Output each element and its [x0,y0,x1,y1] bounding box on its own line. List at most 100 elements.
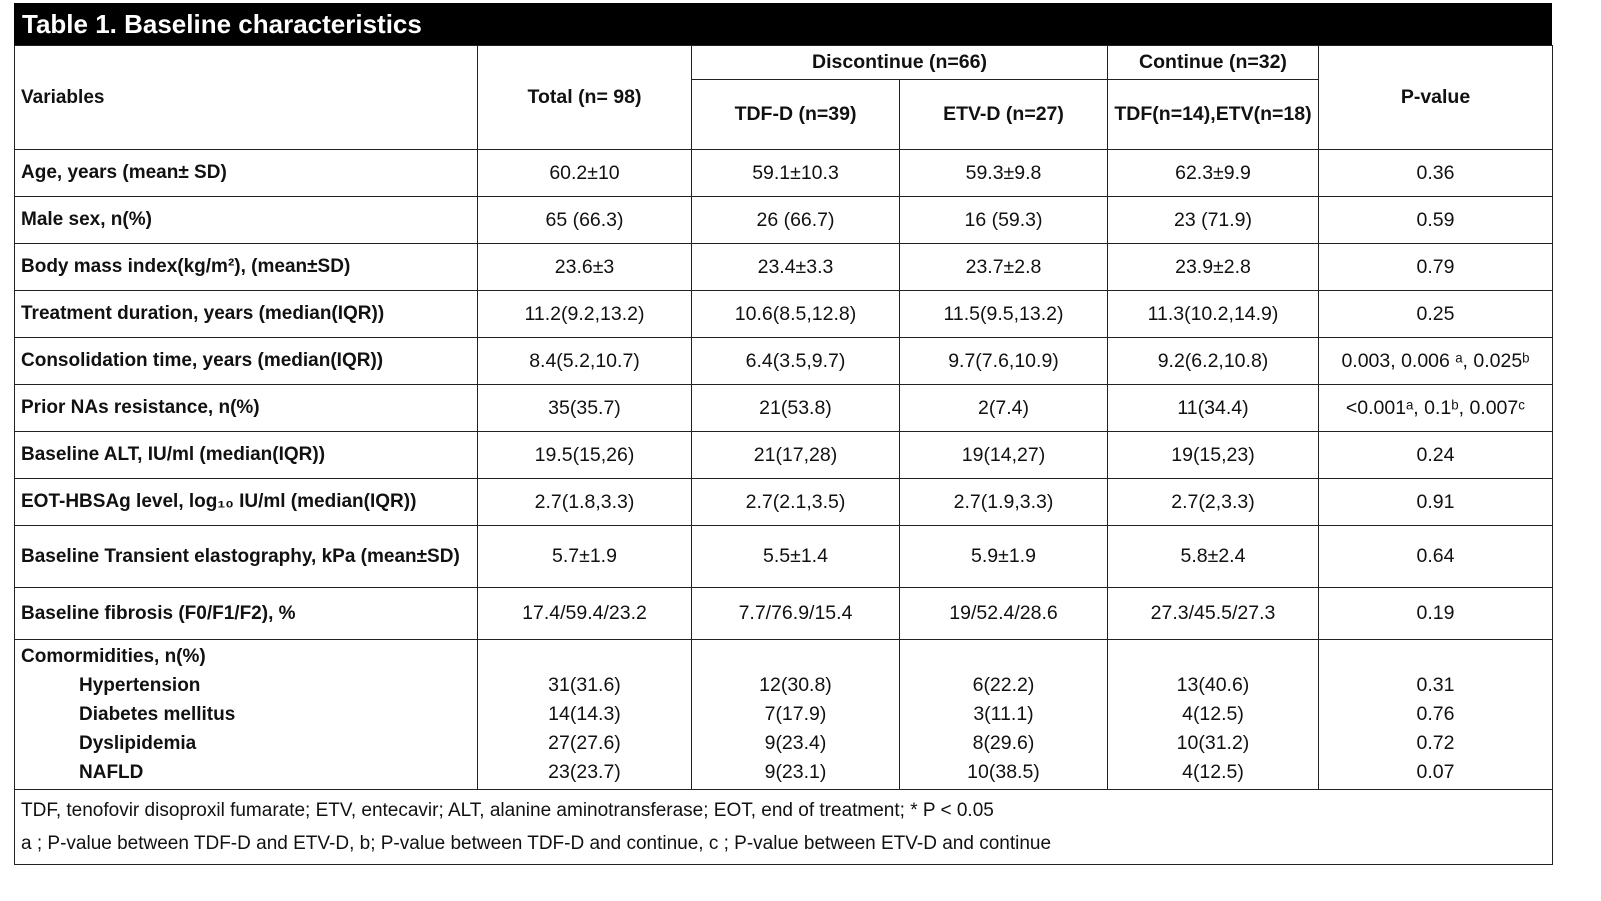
data-cell: 0.91 [1318,478,1553,526]
data-cell: 5.5±1.4 [691,525,900,588]
row-label: Comormidities, n(%) Hypertension Diabetes … [14,639,478,790]
data-cell: 19.5(15,26) [477,431,692,479]
data-cell: 13(40.6) 4(12.5) 10(31.2) 4(12.5) [1107,639,1319,790]
data-cell: 6(22.2) 3(11.1) 8(29.6) 10(38.5) [899,639,1108,790]
data-cell: 0.31 0.76 0.72 0.07 [1318,639,1553,790]
row-label: Age, years (mean± SD) [14,149,478,197]
data-value: 3(11.1) [973,703,1034,725]
sub-label: Diabetes mellitus [79,704,236,725]
data-cell: 2.7(2.1,3.5) [691,478,900,526]
spacer [1114,642,1312,671]
data-cell: 9.2(6.2,10.8) [1107,337,1319,385]
footnote: a ; P-value between TDF-D and ETV-D, b; … [21,833,1052,854]
data-cell: 23 (71.9) [1107,196,1319,244]
data-cell: 59.1±10.3 [691,149,900,197]
header-cell: ETV-D (n=27) [899,79,1108,150]
data-cell: 0.79 [1318,243,1553,291]
row-label: EOT-HBSAg level, log₁₀ IU/ml (median(IQR… [14,478,478,526]
header-cell: TDF-D (n=39) [691,79,900,150]
data-value: 31(31.6) [548,674,621,696]
header-cell: Total (n= 98) [477,45,692,150]
data-value: 0.07 [1416,761,1455,783]
header-cell: P-value [1318,45,1553,150]
data-cell: 0.25 [1318,290,1553,338]
data-cell: 9.7(7.6,10.9) [899,337,1108,385]
data-cell: 2.7(1.9,3.3) [899,478,1108,526]
data-cell: 0.19 [1318,587,1553,640]
data-cell: 60.2±10 [477,149,692,197]
data-cell: 7.7/76.9/15.4 [691,587,900,640]
row-label: Treatment duration, years (median(IQR)) [14,290,478,338]
data-value: 0.72 [1416,732,1455,754]
data-value: 9(23.1) [764,761,827,783]
spacer [906,642,1101,671]
data-cell: 31(31.6) 14(14.3) 27(27.6) 23(23.7) [477,639,692,790]
table-row: Age, years (mean± SD) 60.2±10 59.1±10.3 59.… [14,149,1553,197]
data-value: 7(17.9) [764,703,827,725]
data-value: 6(22.2) [972,674,1035,696]
data-value: 4(12.5) [1182,703,1244,725]
group-label: Comormidities, n(%) [21,646,206,667]
table-row: Baseline ALT, IU/ml (median(IQR)) 19.5(15… [14,431,1553,479]
table-row: EOT-HBSAg level, log₁₀ IU/ml (median(IQR… [14,478,1553,526]
data-value: 9(23.4) [764,732,827,754]
data-cell: 2(7.4) [899,384,1108,432]
data-cell: 2.7(2,3.3) [1107,478,1319,526]
data-value: 10(38.5) [967,761,1040,783]
data-cell: 11.2(9.2,13.2) [477,290,692,338]
row-label: Consolidation time, years (median(IQR)) [14,337,478,385]
table: Variables Total (n= 98) Discontinue (n=6… [14,45,1553,865]
data-cell: 5.9±1.9 [899,525,1108,588]
data-cell: 26 (66.7) [691,196,900,244]
data-cell: 0.24 [1318,431,1553,479]
footnote-cell: TDF, tenofovir disoproxil fumarate; ETV,… [14,789,1553,865]
data-cell: 0.59 [1318,196,1553,244]
data-value: 8(29.6) [972,732,1035,754]
data-value: 12(30.8) [759,674,832,696]
row-label: Prior NAs resistance, n(%) [14,384,478,432]
data-cell: 23.6±3 [477,243,692,291]
data-value: 13(40.6) [1176,674,1250,696]
sub-label: NAFLD [79,762,144,783]
row-label: Baseline ALT, IU/ml (median(IQR)) [14,431,478,479]
data-cell: 59.3±9.8 [899,149,1108,197]
data-cell: 10.6(8.5,12.8) [691,290,900,338]
data-value: 0.76 [1416,703,1455,725]
data-cell: 23.7±2.8 [899,243,1108,291]
data-cell: 0.36 [1318,149,1553,197]
data-cell: 23.4±3.3 [691,243,900,291]
data-cell: 8.4(5.2,10.7) [477,337,692,385]
data-cell: 23.9±2.8 [1107,243,1319,291]
row-label: Body mass index(kg/m²), (mean±SD) [14,243,478,291]
header-cell: Continue (n=32) [1107,45,1319,80]
data-value: 14(14.3) [548,703,621,725]
data-value: 10(31.2) [1176,732,1250,754]
table-row: Male sex, n(%) 65 (66.3) 26 (66.7) 16 (59.3… [14,196,1553,244]
spacer [484,642,685,671]
data-cell: 62.3±9.9 [1107,149,1319,197]
data-cell: 19/52.4/28.6 [899,587,1108,640]
sub-label: Hypertension [79,675,201,696]
data-cell: 35(35.7) [477,384,692,432]
data-cell: 0.003, 0.006 ᵃ, 0.025ᵇ [1318,337,1553,385]
data-value: 23(23.7) [548,761,621,783]
data-value: 27(27.6) [548,732,621,754]
sub-label: Dyslipidemia [79,733,197,754]
data-cell: 21(53.8) [691,384,900,432]
row-label: Male sex, n(%) [14,196,478,244]
data-cell: 17.4/59.4/23.2 [477,587,692,640]
data-cell: 11(34.4) [1107,384,1319,432]
table-row: Baseline Transient elastography, kPa (me… [14,525,1553,588]
data-cell: 19(14,27) [899,431,1108,479]
header-cell: TDF(n=14),ETV(n=18) [1107,79,1319,150]
header-cell: Discontinue (n=66) [691,45,1108,80]
table-row: Consolidation time, years (median(IQR)) 8… [14,337,1553,385]
table-title: Table 1. Baseline characteristics [14,3,1552,45]
table-row: Prior NAs resistance, n(%) 35(35.7) 21(53.… [14,384,1553,432]
data-cell: 16 (59.3) [899,196,1108,244]
row-label: Baseline fibrosis (F0/F1/F2), % [14,587,478,640]
data-cell: 65 (66.3) [477,196,692,244]
data-value: 0.31 [1416,674,1455,696]
data-cell: 21(17,28) [691,431,900,479]
